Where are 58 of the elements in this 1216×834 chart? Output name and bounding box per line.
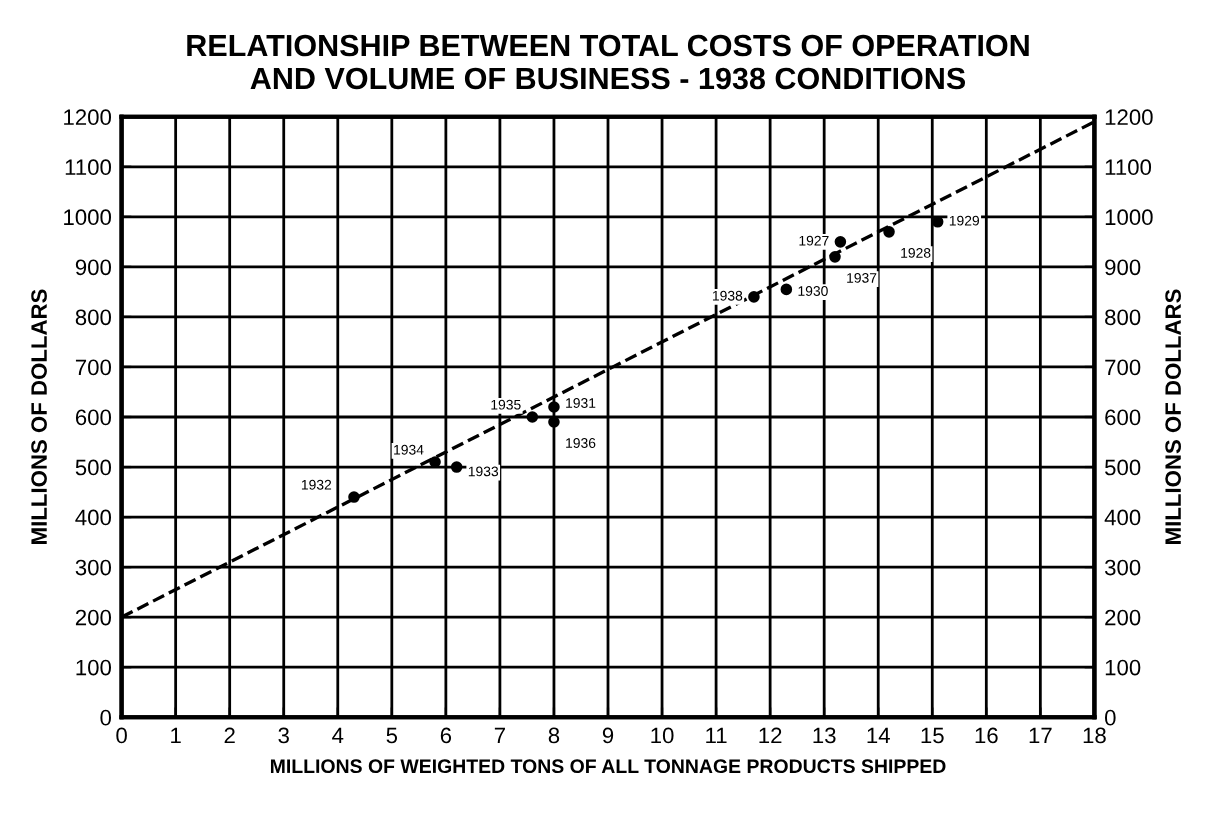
y2-tick-label: 900 (1105, 259, 1141, 276)
x-tick-label: 14 (867, 727, 890, 744)
y2-tick-label: 800 (1105, 309, 1141, 326)
point (780, 283, 793, 296)
x-tick-label: 2 (224, 727, 235, 744)
x-tick-label: 5 (386, 727, 398, 744)
y-tick-label: 500 (75, 459, 112, 476)
y-tick-label: 700 (75, 359, 112, 376)
point (829, 251, 841, 263)
y-tick-label: 100 (76, 659, 112, 676)
point (548, 401, 560, 413)
y2-tick-label: 400 (1104, 509, 1141, 526)
y-tick-label: 400 (75, 509, 112, 526)
y-tick-label: 0 (100, 709, 112, 726)
x-tick-label: 18 (1083, 727, 1106, 744)
y2-tick-label: 1000 (1105, 209, 1153, 226)
y-tick-label: 1100 (65, 159, 112, 176)
y-tick-label: 1200 (64, 109, 112, 126)
y2-tick-label: 200 (1105, 609, 1141, 626)
x-axis-title: MILLIONS OF WEIGHTED TONS OF ALL TONNAGE PRODUCTS SHIPPED (270, 759, 946, 774)
x-tick-label: 13 (813, 727, 836, 744)
y2-tick-label: 600 (1105, 409, 1141, 426)
y2-tick-label: 0 (1104, 709, 1116, 726)
y-axis-title: MILLIONS OF DOLLARS (31, 289, 47, 544)
x-tick-label: 4 (332, 727, 344, 744)
y-tick-label: 900 (75, 259, 112, 276)
x-tick-label: 7 (494, 727, 505, 744)
point (348, 491, 360, 503)
x-tick-label: 16 (975, 727, 998, 744)
x-tick-label: 6 (440, 727, 452, 744)
x-tick-label: 0 (116, 727, 127, 744)
point (883, 226, 895, 238)
x-tick-label: 12 (759, 727, 782, 744)
x-tick-label: 15 (921, 727, 944, 744)
chart-title: RELATIONSHIP BETWEEN TOTAL COSTS OF OPERATION AND VOLUME OF BUSINESS - 1938 CONDITIONS (187, 34, 1029, 90)
y-tick-label: 800 (75, 309, 112, 326)
point (526, 411, 539, 423)
y-tick-label: 200 (75, 609, 112, 626)
x-tick-label: 11 (706, 727, 727, 744)
x-tick-label: 1 (171, 727, 181, 744)
x-tick-label: 17 (1029, 727, 1052, 744)
x-tick-label: 9 (602, 727, 614, 744)
y-tick-label: 300 (75, 559, 112, 576)
x-tick-label: 3 (278, 727, 289, 744)
x-tick-label: 8 (548, 727, 560, 744)
y2-tick-label: 100 (1105, 659, 1141, 676)
y2-tick-label: 1100 (1105, 159, 1152, 176)
y2-tick-label: 700 (1105, 359, 1141, 376)
point (748, 291, 760, 303)
y2-axis-title: MILLIONS OF DOLLARS (1165, 289, 1181, 544)
point (450, 461, 463, 473)
x-tick-label: 10 (651, 727, 674, 744)
y-tick-label: 600 (75, 409, 112, 426)
y2-tick-label: 300 (1104, 559, 1141, 576)
point (834, 236, 847, 248)
y2-tick-label: 500 (1105, 459, 1141, 476)
y-tick-label: 1000 (64, 209, 112, 226)
y2-tick-label: 1200 (1105, 109, 1153, 126)
